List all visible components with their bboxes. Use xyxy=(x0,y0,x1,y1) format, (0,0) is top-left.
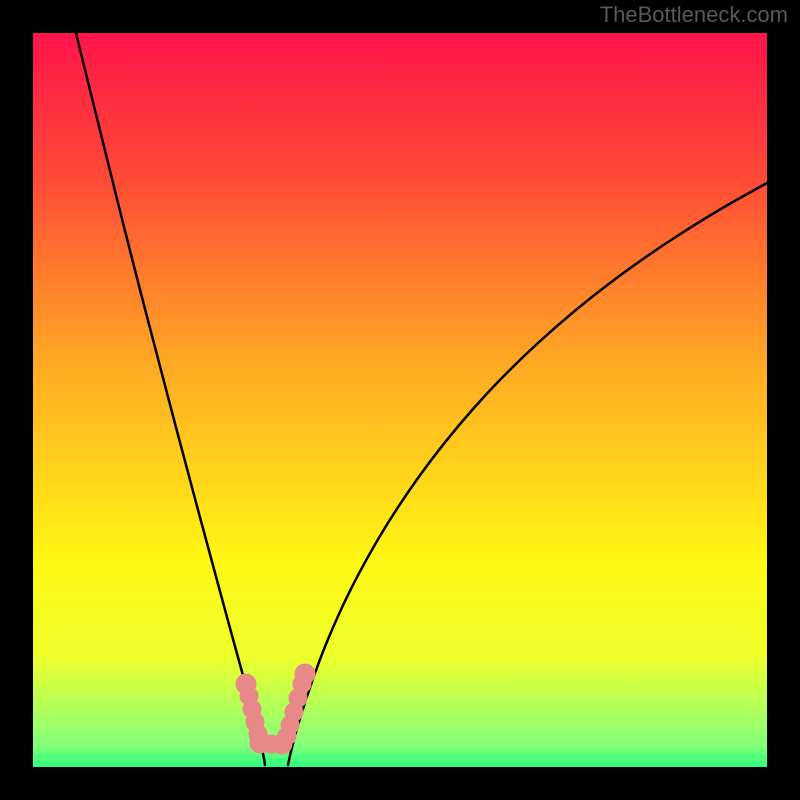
curves-layer xyxy=(33,33,767,767)
right-curve xyxy=(288,183,767,765)
watermark-text: TheBottleneck.com xyxy=(600,2,788,28)
chart-container: TheBottleneck.com xyxy=(0,0,800,800)
plot-area xyxy=(33,33,767,767)
marker-point xyxy=(295,664,315,684)
left-curve xyxy=(76,33,265,765)
